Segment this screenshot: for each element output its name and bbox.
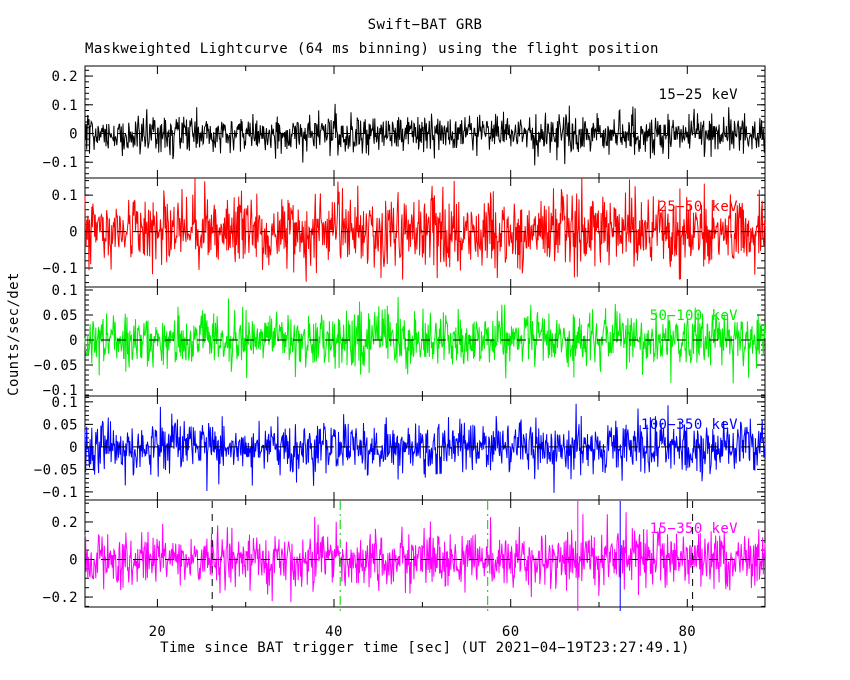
y-tick-label: −0.1 — [43, 261, 78, 277]
lightcurve-series-4 — [84, 403, 766, 493]
band-label: 15−25 keV — [659, 87, 739, 103]
y-tick-label: 0 — [69, 440, 78, 456]
band-label: 100−350 keV — [641, 417, 738, 433]
y-tick-label: −0.1 — [43, 155, 78, 171]
y-tick-label: −0.05 — [34, 358, 78, 374]
y-tick-label: −0.1 — [43, 383, 78, 399]
y-tick-label: 0 — [69, 333, 78, 349]
y-tick-label: 0.2 — [52, 69, 79, 85]
band-label: 25−50 keV — [659, 199, 739, 215]
lightcurve-series-1 — [84, 103, 766, 166]
y-tick-label: 0.2 — [52, 515, 79, 531]
y-tick-label: 0.1 — [52, 283, 79, 299]
y-tick-label: 0 — [69, 126, 78, 142]
y-tick-label: 0 — [69, 225, 78, 241]
y-tick-label: 0.1 — [52, 98, 79, 114]
x-axis-label: Time since BAT trigger time [sec] (UT 20… — [160, 640, 690, 656]
y-tick-label: −0.2 — [43, 590, 78, 606]
y-tick-label: 0.05 — [43, 417, 78, 433]
y-tick-label: 0.1 — [52, 188, 79, 204]
y-tick-label: 0.1 — [52, 395, 79, 411]
y-tick-label: −0.1 — [43, 485, 78, 501]
chart-title: Swift−BAT GRB — [367, 17, 483, 33]
band-label: 50−100 keV — [650, 308, 738, 324]
x-tick-label: 20 — [149, 624, 167, 640]
y-tick-label: −0.05 — [34, 462, 78, 478]
lightcurve-series-5 — [84, 512, 766, 603]
chart-subtitle: Maskweighted Lightcurve (64 ms binning) … — [85, 41, 659, 57]
y-axis-label: Counts/sec/det — [6, 272, 22, 396]
y-tick-label: 0.05 — [43, 308, 78, 324]
x-tick-label: 80 — [678, 624, 696, 640]
band-label: 15−350 keV — [650, 521, 738, 537]
x-tick-label: 40 — [325, 624, 343, 640]
lightcurve-series-2 — [84, 177, 766, 282]
x-tick-label: 60 — [502, 624, 520, 640]
y-tick-label: 0 — [69, 553, 78, 569]
